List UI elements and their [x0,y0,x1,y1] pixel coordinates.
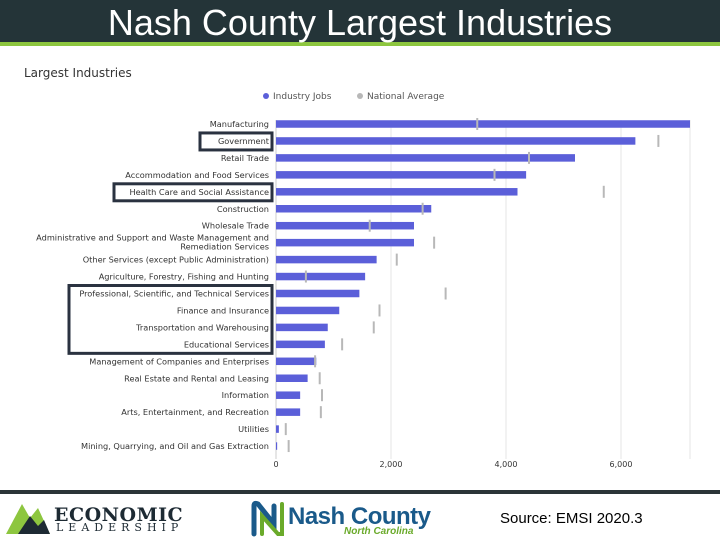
bar-industry-jobs [276,205,432,213]
bar-industry-jobs [276,120,690,128]
category-label: Government [218,136,270,146]
bar-industry-jobs [276,255,377,264]
economic-leadership-logo-icon [6,504,50,534]
bar-industry-jobs [276,221,414,230]
category-label: Construction [217,204,269,214]
bar-industry-jobs [276,425,279,433]
bar-industry-jobs [276,408,301,416]
footer-background [0,494,720,538]
category-label: Agriculture, Forestry, Fishing and Hunti… [99,272,269,282]
industries-bar-chart: Industry Jobs National Average Manufactur… [36,92,691,469]
legend-industry-jobs-swatch [263,93,269,99]
x-tick-label: 0 [273,460,278,469]
bar-industry-jobs [276,154,575,162]
nash-county-logo-text: Nash County [288,503,431,530]
slide-title: Nash County Largest Industries [107,2,613,43]
bar-industry-jobs [276,171,527,179]
category-label: Educational Services [184,339,269,349]
highlight-box-professional-to-education [67,284,274,355]
bar-industry-jobs [276,323,328,332]
category-label: Information [222,390,269,400]
nash-county-logo-icon [251,500,284,537]
legend-national-average-label: National Average [367,92,445,102]
bar-industry-jobs [276,238,414,247]
category-label: Real Estate and Rental and Leasing [124,373,269,383]
bar-industry-jobs [276,137,636,145]
chart-grid [275,120,691,459]
legend-industry-jobs-label: Industry Jobs [273,92,332,102]
category-label: Wholesale Trade [202,221,269,231]
source-note: Source: EMSI 2020.3 [500,510,643,527]
category-label: Management of Companies and Enterprises [89,356,269,366]
bar-industry-jobs [276,306,340,315]
x-tick-label: 2,000 [380,460,403,469]
category-label: Utilities [238,424,269,434]
chart-bars [276,118,690,453]
chart-legend: Industry Jobs National Average [263,92,445,102]
nash-county-logo-subtext: North Carolina [344,526,414,537]
x-tick-label: 4,000 [495,460,518,469]
bar-industry-jobs [276,357,317,366]
chart-x-ticks: 0 2,000 4,000 6,000 [273,460,632,469]
bar-industry-jobs [276,272,366,281]
highlight-box-government [198,131,274,152]
legend-national-average-swatch [357,93,363,99]
category-label: Manufacturing [210,119,269,129]
category-label: Mining, Quarrying, and Oil and Gas Extra… [81,441,269,451]
title-bar [0,0,720,46]
category-label: Arts, Entertainment, and Recreation [121,407,269,417]
leadership-logo-text: LEADERSHIP [56,521,184,534]
bar-industry-jobs [276,442,278,450]
category-label: Administrative and Support and Waste Man… [36,233,269,252]
category-label: Other Services (except Public Administra… [83,255,269,265]
category-label: Health Care and Social Assistance [129,187,269,197]
bar-industry-jobs [276,391,301,399]
category-label: Professional, Scientific, and Technical … [79,289,269,299]
x-tick-label: 6,000 [610,460,633,469]
category-label: Accommodation and Food Services [125,170,269,180]
chart-category-labels: Manufacturing Government Retail Trade Accom… [36,119,270,451]
economic-logo-text: ECONOMIC [54,504,184,526]
chart-title: Largest Industries [24,66,132,80]
bar-industry-jobs [276,340,325,349]
category-label: Finance and Insurance [177,305,269,315]
chart-highlight-boxes [67,131,274,355]
bar-industry-jobs [276,374,308,382]
bar-industry-jobs [276,289,360,298]
highlight-box-health-care [112,182,274,203]
category-label: Transportation and Warehousing [135,322,269,332]
bar-industry-jobs [276,188,518,196]
category-label: Retail Trade [221,153,269,163]
